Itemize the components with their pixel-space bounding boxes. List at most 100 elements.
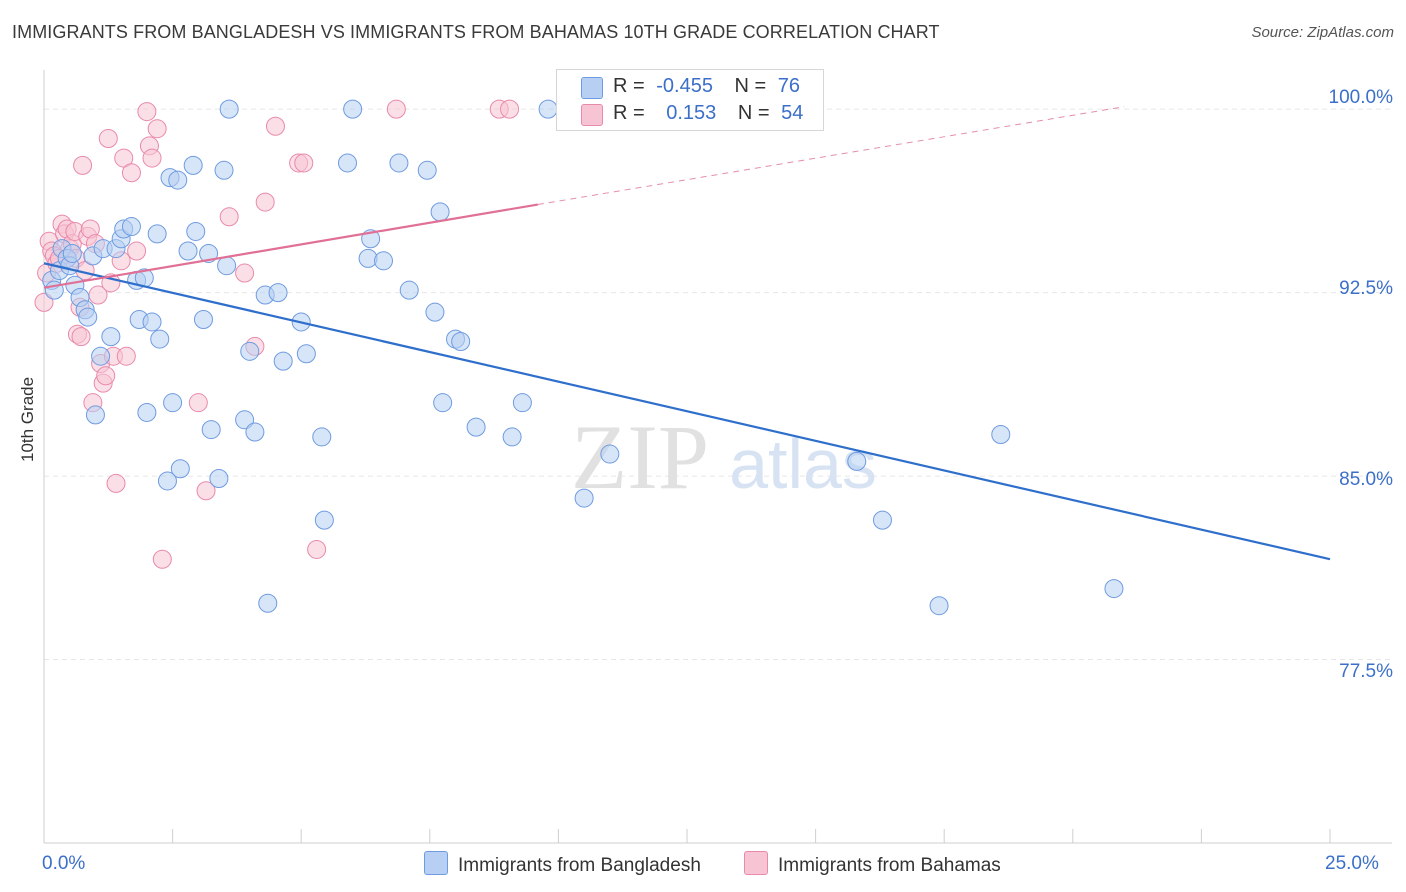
data-point	[240, 341, 260, 361]
data-point	[163, 393, 183, 413]
data-point	[137, 102, 157, 122]
data-point	[96, 366, 116, 386]
r-label: R =	[613, 102, 645, 124]
data-point	[168, 170, 188, 190]
data-point	[255, 192, 275, 212]
data-point	[106, 473, 126, 493]
legend-item-bahamas[interactable]: Immigrants from Bahamas	[744, 851, 1001, 877]
n-value-bangladesh: 76	[777, 75, 801, 97]
data-point	[312, 427, 332, 447]
data-point	[137, 402, 157, 422]
data-point	[150, 329, 170, 349]
legend-label-bangladesh: Immigrants from Bangladesh	[458, 855, 701, 876]
data-point	[219, 207, 239, 227]
series-bangladesh-points	[42, 99, 1124, 616]
legend-item-bangladesh[interactable]: Immigrants from Bangladesh	[424, 851, 701, 877]
data-point	[196, 481, 216, 501]
trend-line-bangladesh	[43, 262, 1331, 561]
data-point	[71, 327, 91, 347]
source-label: Source: ZipAtlas.com	[1251, 24, 1394, 41]
data-point	[929, 596, 949, 616]
data-point	[502, 427, 522, 447]
data-point	[512, 393, 532, 413]
data-point	[85, 405, 105, 425]
trend-line-bahamas-extension	[537, 106, 1125, 206]
data-point	[374, 251, 394, 271]
data-point	[142, 148, 162, 168]
bahamas-swatch	[581, 104, 603, 126]
data-point	[417, 160, 437, 180]
data-point	[116, 346, 136, 366]
stats-legend: R = -0.455 N = 76 R = 0.153 N = 54	[556, 69, 824, 131]
data-point	[121, 163, 141, 183]
data-point	[34, 292, 54, 312]
n-label: N =	[737, 102, 770, 124]
data-point	[127, 241, 147, 261]
data-point	[991, 424, 1011, 444]
data-point	[296, 344, 316, 364]
r-value-bangladesh: -0.455	[656, 75, 713, 97]
data-point	[307, 539, 327, 559]
data-point	[337, 153, 357, 173]
data-point	[466, 417, 486, 437]
data-point	[343, 99, 363, 119]
data-point	[193, 310, 213, 330]
r-value-bahamas: 0.153	[666, 102, 717, 124]
data-point	[201, 420, 221, 440]
chart-title: IMMIGRANTS FROM BANGLADESH VS IMMIGRANTS…	[12, 22, 940, 42]
axes	[43, 70, 1392, 844]
data-point	[235, 263, 255, 283]
data-point	[268, 283, 288, 303]
gridlines	[44, 108, 1392, 661]
data-point	[389, 153, 409, 173]
legend-label-bahamas: Immigrants from Bahamas	[778, 855, 1001, 876]
data-point	[152, 549, 172, 569]
y-tick-label-77-5: 77.5%	[1339, 661, 1393, 682]
y-tick-label-92-5: 92.5%	[1339, 278, 1393, 299]
x-tick-label-end: 25.0%	[1325, 853, 1379, 874]
y-tick-label-85: 85.0%	[1339, 469, 1393, 490]
bangladesh-swatch	[581, 77, 603, 99]
data-point	[265, 116, 285, 136]
watermark-zip: ZIP	[571, 406, 709, 508]
data-point	[219, 99, 239, 119]
data-point	[186, 221, 206, 241]
data-point	[73, 155, 93, 175]
legend-swatch-bahamas	[744, 851, 768, 875]
data-point	[142, 312, 162, 332]
data-point	[121, 217, 141, 237]
data-point	[199, 243, 219, 263]
trend-line-bahamas	[43, 203, 539, 289]
x-tick-label-start: 0.0%	[42, 853, 86, 874]
data-point	[217, 256, 237, 276]
n-label: N =	[734, 75, 767, 97]
data-point	[101, 327, 121, 347]
data-point	[600, 444, 620, 464]
data-point	[245, 422, 265, 442]
data-point	[209, 469, 229, 489]
data-point	[451, 332, 471, 352]
legend-swatch-bangladesh	[424, 851, 448, 875]
data-point	[399, 280, 419, 300]
data-point	[114, 148, 134, 168]
data-point	[294, 153, 314, 173]
trend-lines	[43, 106, 1331, 561]
data-point	[157, 471, 177, 491]
y-tick-label-100: 100.0%	[1328, 87, 1393, 108]
data-point	[98, 128, 118, 148]
data-point	[273, 351, 293, 371]
data-point	[425, 302, 445, 322]
data-point	[170, 459, 190, 479]
data-point	[62, 243, 82, 263]
data-point	[872, 510, 892, 530]
data-point	[178, 241, 198, 261]
data-point	[500, 99, 520, 119]
data-point	[91, 346, 111, 366]
data-point	[78, 307, 98, 327]
data-point	[188, 393, 208, 413]
data-point	[147, 224, 167, 244]
data-point	[214, 160, 234, 180]
r-label: R =	[613, 75, 645, 97]
n-value-bahamas: 54	[781, 102, 804, 124]
